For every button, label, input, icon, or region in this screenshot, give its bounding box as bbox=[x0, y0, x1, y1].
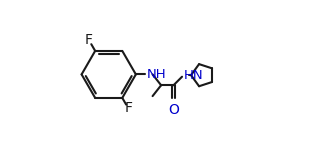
Text: HN: HN bbox=[183, 69, 203, 82]
Text: NH: NH bbox=[147, 68, 166, 81]
Text: O: O bbox=[168, 103, 179, 117]
Text: F: F bbox=[124, 101, 132, 115]
Text: F: F bbox=[85, 33, 93, 47]
